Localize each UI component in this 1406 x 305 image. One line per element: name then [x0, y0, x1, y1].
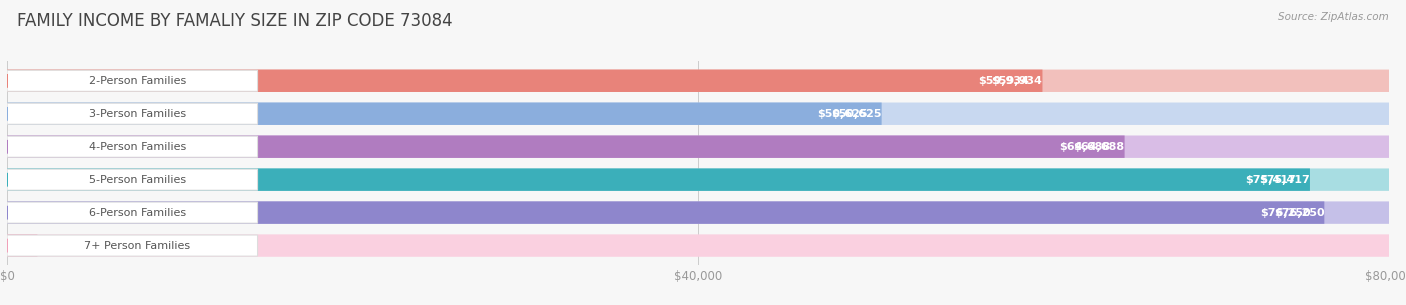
Text: $0: $0: [48, 241, 63, 251]
Text: $59,934: $59,934: [977, 76, 1029, 86]
Text: $75,417: $75,417: [1246, 175, 1296, 185]
FancyBboxPatch shape: [7, 70, 1042, 92]
Text: $50,625: $50,625: [831, 109, 882, 119]
Text: $64,688: $64,688: [1060, 142, 1111, 152]
Text: 2-Person Families: 2-Person Families: [89, 76, 186, 86]
FancyBboxPatch shape: [7, 135, 1389, 158]
Text: 5-Person Families: 5-Person Families: [89, 175, 186, 185]
Text: 7+ Person Families: 7+ Person Families: [84, 241, 190, 251]
Text: 6-Person Families: 6-Person Families: [89, 208, 186, 217]
FancyBboxPatch shape: [7, 201, 1389, 224]
Text: FAMILY INCOME BY FAMALIY SIZE IN ZIP CODE 73084: FAMILY INCOME BY FAMALIY SIZE IN ZIP COD…: [17, 12, 453, 30]
FancyBboxPatch shape: [7, 202, 257, 223]
Text: Source: ZipAtlas.com: Source: ZipAtlas.com: [1278, 12, 1389, 22]
FancyBboxPatch shape: [7, 169, 257, 190]
FancyBboxPatch shape: [7, 70, 1389, 92]
FancyBboxPatch shape: [7, 135, 1125, 158]
Text: $64,688: $64,688: [1073, 142, 1125, 152]
FancyBboxPatch shape: [7, 234, 1389, 257]
Text: $59,934: $59,934: [991, 76, 1042, 86]
FancyBboxPatch shape: [7, 102, 1389, 125]
FancyBboxPatch shape: [7, 234, 38, 257]
FancyBboxPatch shape: [7, 70, 257, 91]
FancyBboxPatch shape: [7, 235, 257, 256]
Text: $76,250: $76,250: [1274, 208, 1324, 217]
Text: 3-Person Families: 3-Person Families: [89, 109, 186, 119]
FancyBboxPatch shape: [7, 102, 882, 125]
Text: $50,625: $50,625: [817, 109, 868, 119]
Text: $75,417: $75,417: [1260, 175, 1310, 185]
FancyBboxPatch shape: [7, 201, 1324, 224]
Text: $76,250: $76,250: [1260, 208, 1310, 217]
FancyBboxPatch shape: [7, 103, 257, 124]
FancyBboxPatch shape: [7, 136, 257, 157]
FancyBboxPatch shape: [7, 168, 1389, 191]
Text: 4-Person Families: 4-Person Families: [89, 142, 186, 152]
FancyBboxPatch shape: [7, 168, 1310, 191]
